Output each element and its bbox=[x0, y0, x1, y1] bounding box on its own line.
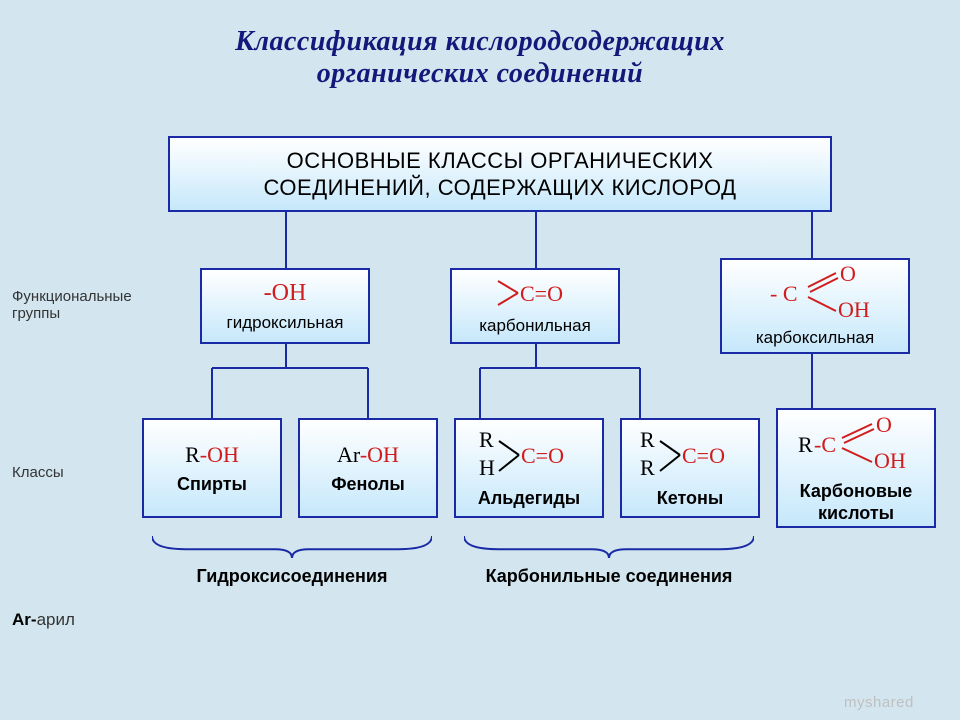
svg-text:R: R bbox=[798, 432, 813, 457]
page-root: Классификация кислородсодержащих органич… bbox=[0, 0, 960, 720]
svg-text:H: H bbox=[479, 455, 495, 480]
formula-aldehydes-icon: RH C=O bbox=[469, 427, 589, 483]
svg-text:OH: OH bbox=[874, 448, 906, 473]
svg-text:- C: - C bbox=[770, 281, 798, 306]
page-title: Классификация кислородсодержащих органич… bbox=[0, 26, 960, 90]
side-label-ar-aryl: Ar-арил bbox=[12, 610, 75, 630]
caption-phenols: Фенолы bbox=[331, 473, 405, 496]
formula-ketones-icon: RR C=O bbox=[630, 427, 750, 483]
svg-text:-C: -C bbox=[814, 432, 836, 457]
formula-carboxyl-icon: - C O OH bbox=[740, 263, 890, 323]
svg-text:C=O: C=O bbox=[682, 443, 725, 468]
caption-carbonyl: карбонильная bbox=[479, 315, 591, 336]
class-phenols: Ar-OH Фенолы bbox=[298, 418, 438, 518]
brace-label-hydroxy: Гидроксисоединения bbox=[152, 566, 432, 587]
svg-text:OH: OH bbox=[838, 297, 870, 322]
caption-carboxyl: карбоксильная bbox=[756, 327, 874, 348]
svg-text:C=O: C=O bbox=[521, 443, 564, 468]
svg-text:C=O: C=O bbox=[520, 281, 563, 306]
root-box: ОСНОВНЫЕ КЛАССЫ ОРГАНИЧЕСКИХ СОЕДИНЕНИЙ,… bbox=[168, 136, 832, 212]
caption-acids-l1: Карбоновые bbox=[800, 480, 913, 503]
brace-hydroxy bbox=[152, 536, 432, 564]
caption-aldehydes: Альдегиды bbox=[478, 487, 580, 510]
svg-text:O: O bbox=[840, 263, 856, 286]
connector-lines bbox=[0, 0, 960, 720]
brace-label-carbonyl: Карбонильные соединения bbox=[464, 566, 754, 587]
svg-text:R: R bbox=[640, 455, 655, 480]
func-group-hydroxyl: -OH гидроксильная bbox=[200, 268, 370, 344]
side-label-classes: Классы bbox=[12, 464, 64, 481]
caption-acids-l2: кислоты bbox=[818, 502, 894, 525]
formula-alcohols: R-OH bbox=[185, 441, 239, 469]
side-label-func-groups: Функциональные группы bbox=[12, 288, 132, 322]
svg-text:R: R bbox=[640, 427, 655, 452]
formula-acids-icon: R-C O OH bbox=[786, 412, 926, 476]
root-line1: ОСНОВНЫЕ КЛАССЫ ОРГАНИЧЕСКИХ bbox=[287, 147, 714, 175]
formula-phenols: Ar-OH bbox=[337, 441, 399, 469]
title-line1: Классификация кислородсодержащих bbox=[0, 26, 960, 58]
brace-carbonyl bbox=[464, 536, 754, 564]
svg-text:R: R bbox=[479, 427, 494, 452]
formula-hydroxyl: -OH bbox=[264, 278, 307, 308]
root-line2: СОЕДИНЕНИЙ, СОДЕРЖАЩИХ КИСЛОРОД bbox=[264, 174, 737, 202]
func-group-carboxyl: - C O OH карбоксильная bbox=[720, 258, 910, 354]
func-group-carbonyl: C=O карбонильная bbox=[450, 268, 620, 344]
caption-hydroxyl: гидроксильная bbox=[227, 312, 344, 333]
watermark: myshared bbox=[844, 694, 914, 711]
class-ketones: RR C=O Кетоны bbox=[620, 418, 760, 518]
caption-alcohols: Спирты bbox=[177, 473, 247, 496]
class-carboxylic-acids: R-C O OH Карбоновые кислоты bbox=[776, 408, 936, 528]
svg-text:O: O bbox=[876, 412, 892, 437]
title-line2: органических соединений bbox=[0, 58, 960, 90]
caption-ketones: Кетоны bbox=[657, 487, 724, 510]
formula-carbonyl-icon: C=O bbox=[480, 275, 590, 311]
class-aldehydes: RH C=O Альдегиды bbox=[454, 418, 604, 518]
class-alcohols: R-OH Спирты bbox=[142, 418, 282, 518]
